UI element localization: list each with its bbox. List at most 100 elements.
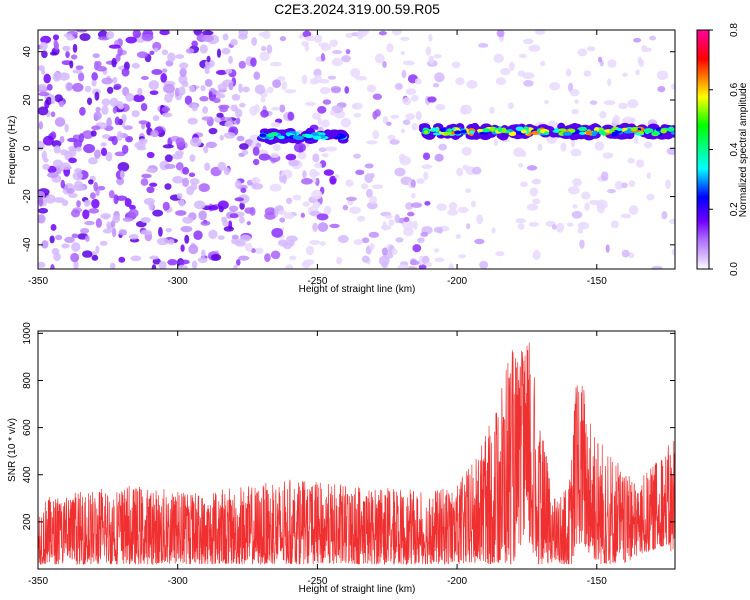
heatmap-cell <box>228 205 239 212</box>
heatmap-cell <box>89 192 96 200</box>
heatmap-cell <box>187 117 198 125</box>
heatmap-cell <box>366 84 377 93</box>
heatmap-cell <box>116 195 128 201</box>
heatmap-cell <box>323 205 332 215</box>
heatmap-cell <box>596 203 605 214</box>
heatmap-cell <box>420 231 429 237</box>
heatmap-cell <box>522 72 535 80</box>
heatmap-cell <box>198 210 207 221</box>
heatmap-cell <box>94 149 101 159</box>
heatmap-cell <box>271 106 280 111</box>
heatmap-cell <box>302 201 310 207</box>
heatmap-cell <box>52 71 61 82</box>
heatmap-cell <box>132 94 145 103</box>
heatmap-cell <box>76 200 81 208</box>
heatmap-cell <box>285 153 297 161</box>
heatmap-cell <box>520 129 527 134</box>
snr-ytick-label: 600 <box>22 419 33 436</box>
heatmap-cell <box>356 30 364 40</box>
heatmap-cell <box>287 111 295 121</box>
heatmap-cell <box>435 103 446 111</box>
heatmap-cell <box>101 105 109 115</box>
heatmap-cell <box>182 216 194 224</box>
heatmap-cell <box>413 220 418 230</box>
heatmap-cell <box>355 75 368 81</box>
heatmap-cell <box>41 240 49 249</box>
heatmap-cell <box>84 85 92 93</box>
heatmap-cell <box>109 97 119 107</box>
heatmap-cell <box>571 108 579 115</box>
heatmap-cell <box>264 253 271 263</box>
heatmap-cell <box>398 153 406 161</box>
heatmap-cell <box>40 35 52 44</box>
heatmap-cell <box>266 86 274 94</box>
heatmap-cell <box>670 83 675 90</box>
heatmap-cell <box>189 178 200 185</box>
heatmap-cell <box>428 34 433 42</box>
heatmap-cell <box>83 199 90 207</box>
heatmap-cell <box>131 110 140 118</box>
heatmap-cell <box>386 121 392 126</box>
heatmap-cell <box>628 180 636 187</box>
heatmap-cell <box>77 72 85 82</box>
heatmap-cell <box>586 46 596 52</box>
heatmap-cell <box>88 208 100 214</box>
heatmap-cell <box>200 220 211 226</box>
heatmap-cell <box>162 83 175 94</box>
heatmap-cell <box>234 197 245 202</box>
heatmap-cell <box>65 51 70 58</box>
heatmap-cell <box>236 135 245 142</box>
heatmap-cell <box>627 157 635 164</box>
snr-ytick-label: 800 <box>22 372 33 389</box>
heatmap-cell <box>574 99 579 104</box>
spectrogram-ytick-label: -20 <box>22 189 33 204</box>
heatmap-cell <box>69 147 77 157</box>
heatmap-cell <box>90 130 97 137</box>
heatmap-cell <box>549 82 561 91</box>
heatmap-cell <box>397 264 410 269</box>
heatmap-cell <box>198 183 210 193</box>
heatmap-cell <box>223 226 235 232</box>
heatmap-cell <box>186 186 195 196</box>
colorbar-scale <box>696 29 710 270</box>
heatmap-cell <box>448 202 458 211</box>
heatmap-cell <box>433 54 442 59</box>
heatmap-cell <box>111 135 118 146</box>
heatmap-cell <box>517 70 526 77</box>
heatmap-cell <box>312 201 321 209</box>
heatmap-cell <box>208 205 219 211</box>
heatmap-cell <box>602 152 614 159</box>
heatmap-cell <box>284 89 297 94</box>
heatmap-cell <box>50 263 55 269</box>
heatmap-cell <box>241 149 249 156</box>
heatmap-cell <box>349 206 361 214</box>
heatmap-cell <box>495 77 507 86</box>
heatmap-cell <box>233 264 238 269</box>
heatmap-cell <box>221 47 231 55</box>
heatmap-cell <box>231 93 241 101</box>
heatmap-cell <box>289 255 297 261</box>
heatmap-cell <box>160 73 168 83</box>
heatmap-cell <box>610 220 619 229</box>
heatmap-cell <box>336 256 343 265</box>
heatmap-cell <box>599 110 607 119</box>
heatmap-cell <box>132 30 141 39</box>
colorbar-label: Normalized spectral amplitude <box>738 82 749 217</box>
heatmap-cell <box>64 236 75 244</box>
heatmap-cell <box>423 130 429 134</box>
heatmap-cell <box>357 215 366 222</box>
heatmap-cell <box>556 222 565 233</box>
heatmap-cell <box>100 142 107 147</box>
heatmap-cell <box>368 231 380 238</box>
heatmap-cell <box>466 80 478 89</box>
heatmap-cell <box>179 68 187 78</box>
heatmap-cell <box>620 213 632 219</box>
heatmap-cell <box>116 130 123 141</box>
heatmap-cell <box>621 182 628 189</box>
heatmap-cell <box>72 171 83 181</box>
heatmap-cell <box>312 112 321 120</box>
heatmap-cell <box>277 135 285 140</box>
heatmap-cell <box>47 165 57 174</box>
heatmap-cell <box>378 31 388 36</box>
heatmap-cell <box>361 255 370 263</box>
